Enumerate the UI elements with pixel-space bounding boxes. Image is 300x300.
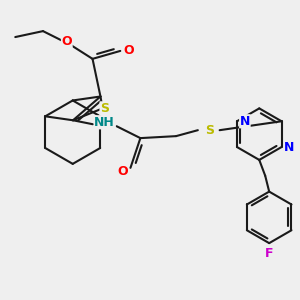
- Text: F: F: [265, 247, 273, 260]
- Text: S: S: [100, 102, 109, 115]
- Text: O: O: [61, 34, 72, 47]
- Text: NH: NH: [94, 116, 115, 129]
- Text: N: N: [284, 140, 295, 154]
- Text: N: N: [240, 115, 250, 128]
- Text: S: S: [205, 124, 214, 137]
- Text: O: O: [123, 44, 134, 57]
- Text: O: O: [117, 165, 128, 178]
